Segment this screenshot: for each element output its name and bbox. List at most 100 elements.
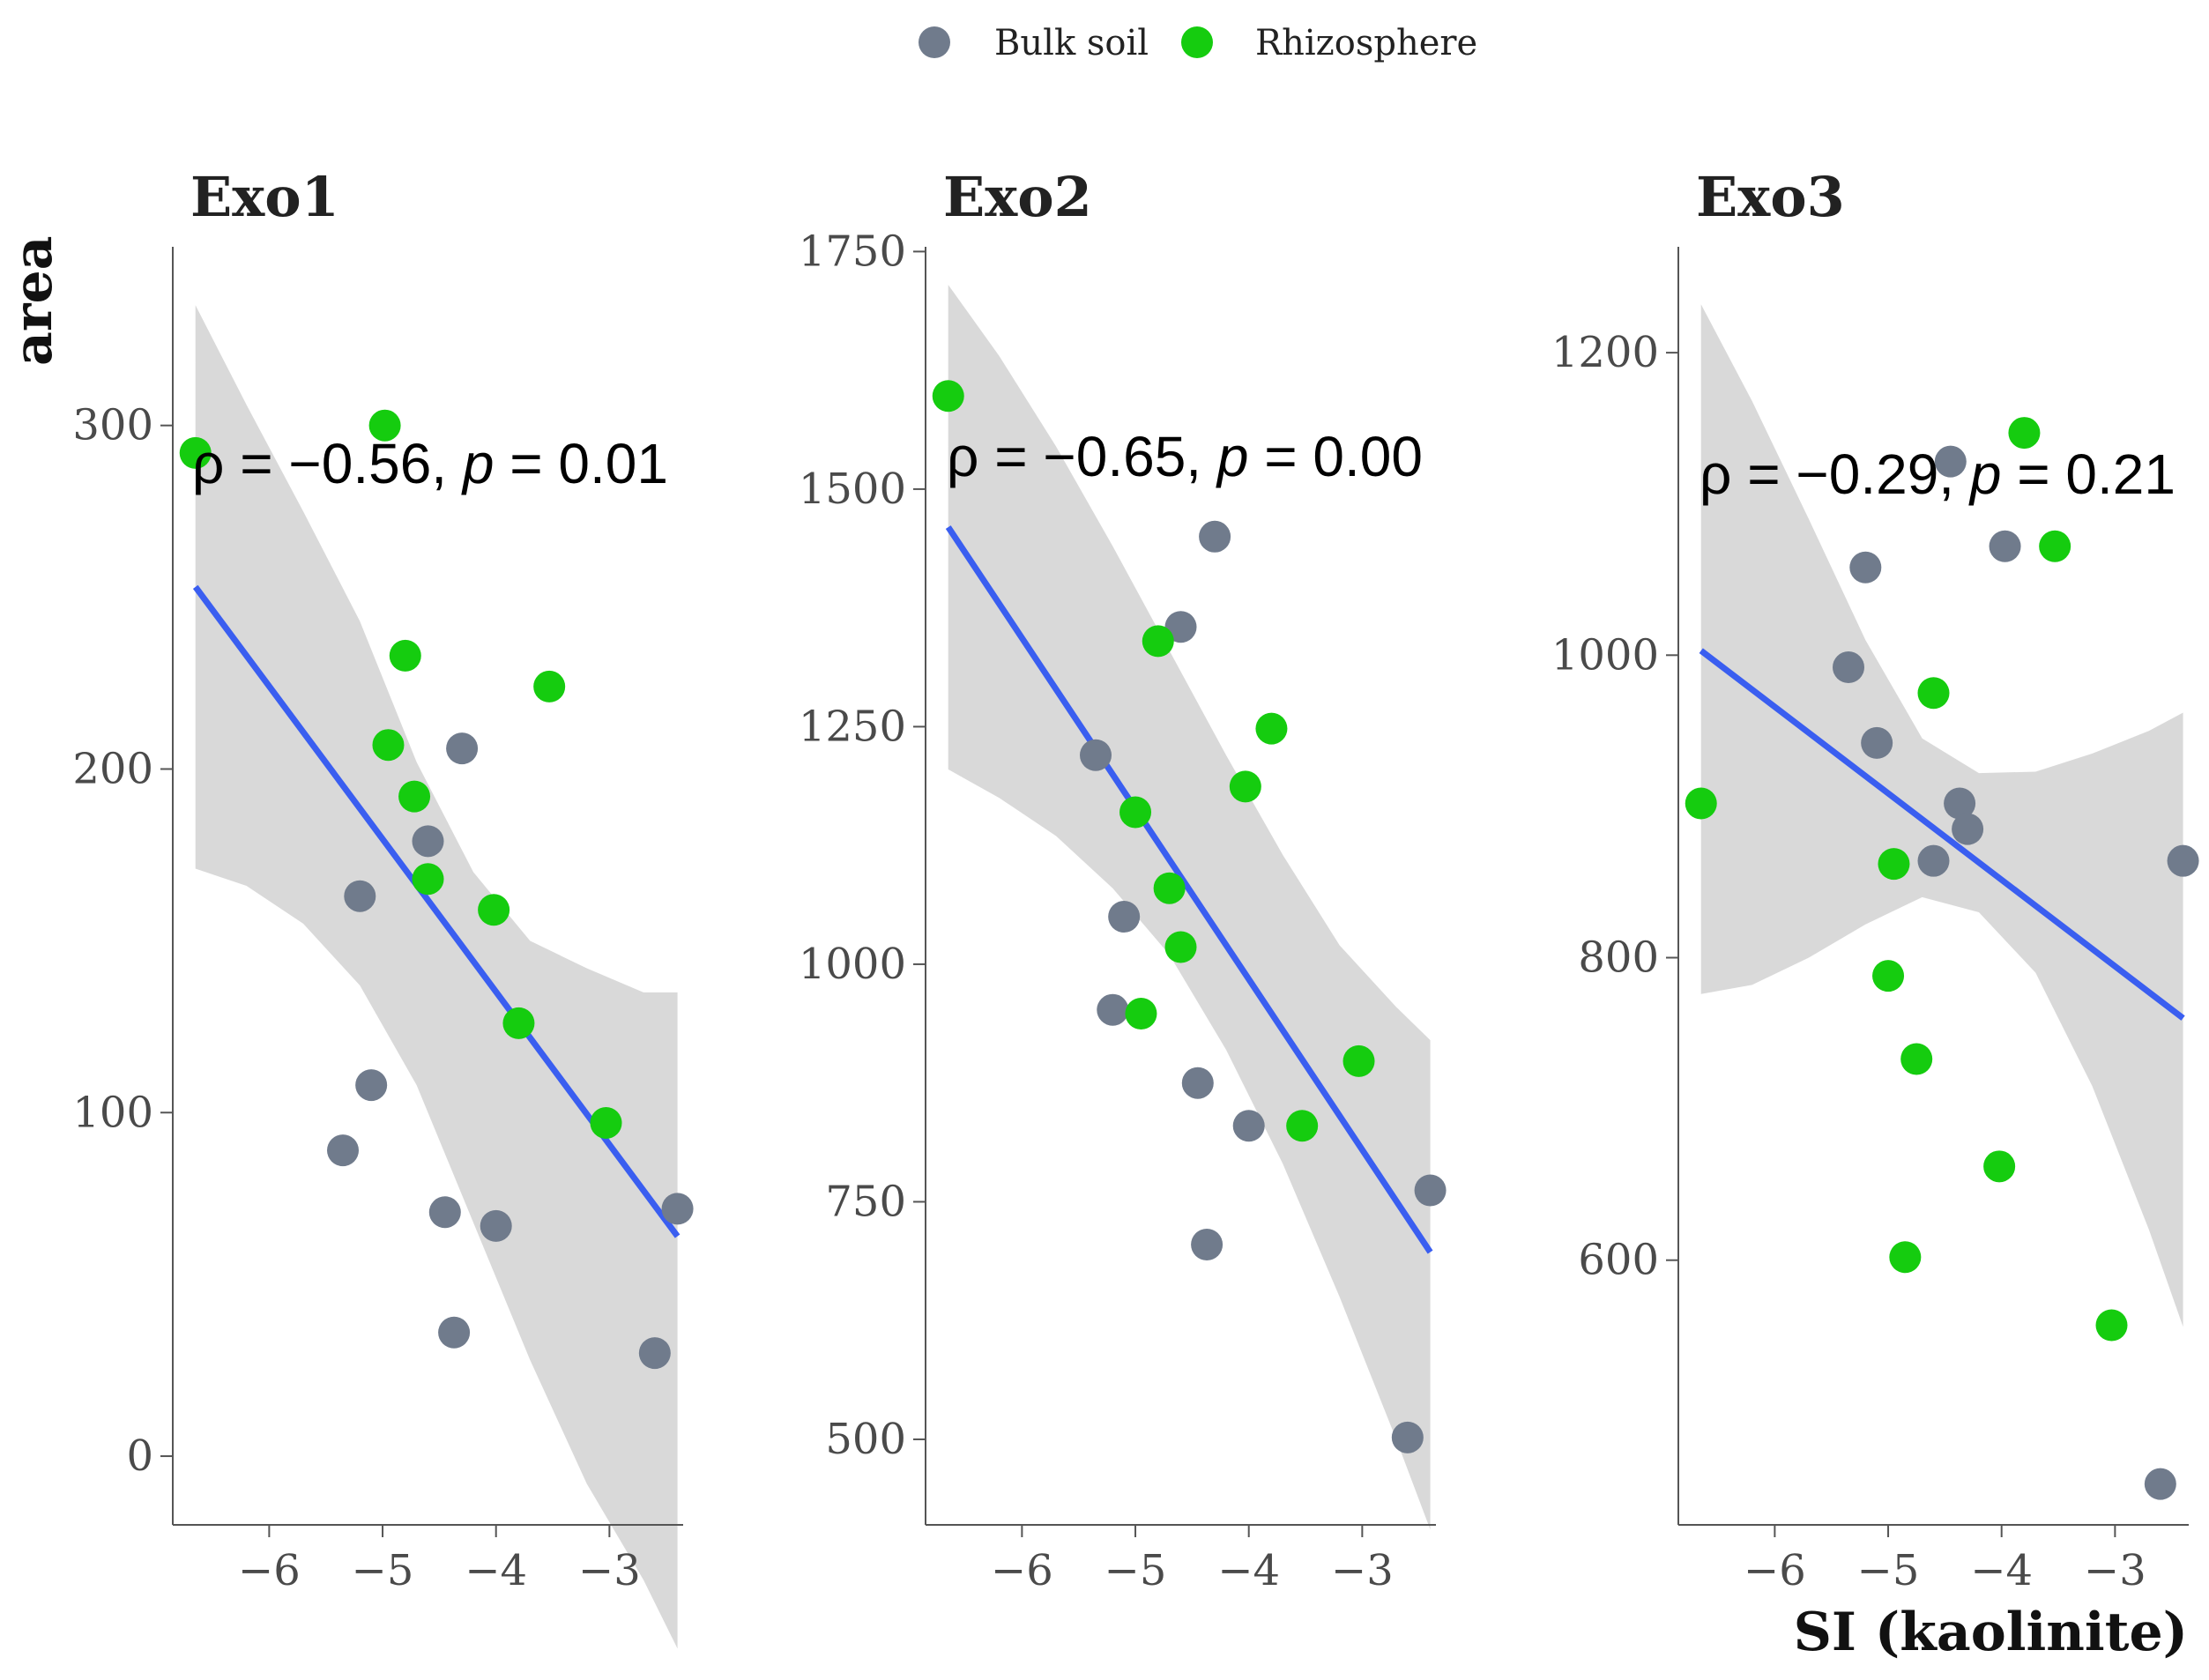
point-bulk-soil	[1833, 651, 1864, 684]
y-tick-label: 1000	[1551, 630, 1659, 680]
point-rhizosphere	[179, 436, 212, 469]
y-tick-label: 0	[126, 1431, 153, 1481]
regression-line	[945, 525, 1433, 1254]
x-tick-label: −4	[1217, 1546, 1280, 1595]
point-rhizosphere	[1153, 872, 1186, 904]
point-rhizosphere	[2095, 1309, 2128, 1342]
point-bulk-soil	[428, 1196, 461, 1229]
x-tick-label: −6	[1744, 1546, 1806, 1595]
x-tick-label: −6	[991, 1546, 1053, 1595]
point-rhizosphere	[1917, 677, 1950, 710]
point-bulk-soil	[1861, 726, 1893, 759]
y-tick-label: 800	[1578, 933, 1659, 983]
x-tick-label: −4	[465, 1546, 527, 1595]
point-rhizosphere	[1889, 1241, 1922, 1274]
panel-exo1: 0 100 200 300 −6 −5 −4 −3 ρ = −0.56, p = 0.01 Exo…	[72, 165, 694, 1649]
point-bulk-soil	[2167, 844, 2199, 877]
legend-label-bulk: Bulk soil	[994, 23, 1149, 63]
x-tick-label: −4	[1970, 1546, 2033, 1595]
point-bulk-soil	[1952, 813, 1984, 845]
point-bulk-soil	[638, 1337, 671, 1370]
point-bulk-soil	[1199, 520, 1231, 553]
point-rhizosphere	[590, 1106, 622, 1139]
point-bulk-soil	[355, 1069, 388, 1102]
x-tick-label: −5	[1104, 1546, 1167, 1595]
point-rhizosphere	[1229, 770, 1261, 803]
confidence-band	[1700, 304, 2183, 1327]
y-tick-label: 200	[72, 744, 153, 793]
point-bulk-soil	[661, 1193, 694, 1225]
y-axis-title: area	[3, 235, 64, 366]
point-rhizosphere	[1872, 960, 1905, 992]
x-axis-title: SI (kaolinite)	[1794, 1602, 2188, 1663]
point-rhizosphere	[1685, 787, 1717, 820]
x-tick-label: −3	[1331, 1546, 1394, 1595]
regression-line	[192, 584, 681, 1238]
y-tick-label: 300	[72, 401, 153, 450]
point-rhizosphere	[398, 780, 431, 813]
point-rhizosphere	[1164, 931, 1197, 963]
point-rhizosphere	[2039, 530, 2071, 562]
point-bulk-soil	[327, 1134, 359, 1167]
y-tick-label: 1000	[799, 940, 906, 989]
point-bulk-soil	[446, 732, 479, 765]
point-rhizosphere	[533, 670, 566, 702]
panel-exo3: 600 800 1000 1200 −6 −5 −4 −3 ρ = −0.29, p = 0.2…	[1551, 165, 2199, 1595]
point-rhizosphere	[1343, 1044, 1375, 1077]
panel-title: Exo1	[190, 165, 339, 229]
point-rhizosphere	[412, 863, 444, 896]
legend-label-rhizo: Rhizosphere	[1255, 23, 1477, 63]
point-rhizosphere	[372, 729, 405, 762]
point-rhizosphere	[1900, 1043, 1933, 1075]
legend: Bulk soil Rhizosphere	[919, 23, 1477, 63]
y-tick-label: 1200	[1551, 328, 1659, 377]
point-bulk-soil	[1414, 1174, 1447, 1207]
point-rhizosphere	[478, 894, 510, 926]
point-rhizosphere	[368, 409, 401, 442]
x-tick-label: −5	[352, 1546, 414, 1595]
point-rhizosphere	[1125, 998, 1157, 1030]
correlation-annotation: ρ = −0.29, p = 0.21	[1700, 442, 2176, 506]
point-bulk-soil	[1849, 551, 1882, 584]
point-bulk-soil	[1934, 445, 1967, 478]
point-bulk-soil	[1181, 1067, 1214, 1099]
point-bulk-soil	[1944, 787, 1976, 820]
point-rhizosphere	[932, 380, 964, 413]
y-tick-label: 600	[1578, 1236, 1659, 1285]
y-tick-label: 1250	[799, 702, 906, 751]
point-bulk-soil	[480, 1209, 512, 1242]
panel-title: Exo3	[1696, 165, 1845, 229]
x-tick-label: −3	[578, 1546, 641, 1595]
point-rhizosphere	[1286, 1110, 1319, 1142]
y-tick-label: 750	[825, 1177, 906, 1226]
point-bulk-soil	[1191, 1228, 1224, 1260]
point-bulk-soil	[1989, 530, 2021, 562]
point-rhizosphere	[502, 1007, 535, 1039]
y-tick-label: 1750	[799, 227, 906, 276]
legend-swatch-rhizo	[1181, 26, 1213, 58]
legend-swatch-bulk	[919, 26, 950, 58]
point-rhizosphere	[1255, 712, 1288, 745]
confidence-band	[195, 305, 678, 1649]
point-bulk-soil	[2144, 1468, 2176, 1500]
point-rhizosphere	[1983, 1150, 2016, 1183]
regression-line	[1699, 648, 2185, 1021]
point-bulk-soil	[1097, 993, 1129, 1026]
y-tick-label: 1500	[799, 465, 906, 514]
x-tick-label: −3	[2084, 1546, 2146, 1595]
point-rhizosphere	[1142, 625, 1174, 658]
point-bulk-soil	[438, 1316, 471, 1349]
panel-title: Exo2	[943, 165, 1092, 229]
point-rhizosphere	[2008, 417, 2041, 450]
point-rhizosphere	[1119, 796, 1152, 829]
point-bulk-soil	[412, 825, 444, 858]
point-rhizosphere	[1878, 848, 1910, 881]
point-bulk-soil	[1391, 1421, 1424, 1453]
confidence-band	[948, 285, 1431, 1530]
point-bulk-soil	[1164, 611, 1197, 643]
point-bulk-soil	[344, 880, 376, 912]
point-bulk-soil	[1080, 739, 1112, 771]
y-tick-label: 100	[72, 1088, 153, 1137]
point-rhizosphere	[389, 639, 421, 672]
